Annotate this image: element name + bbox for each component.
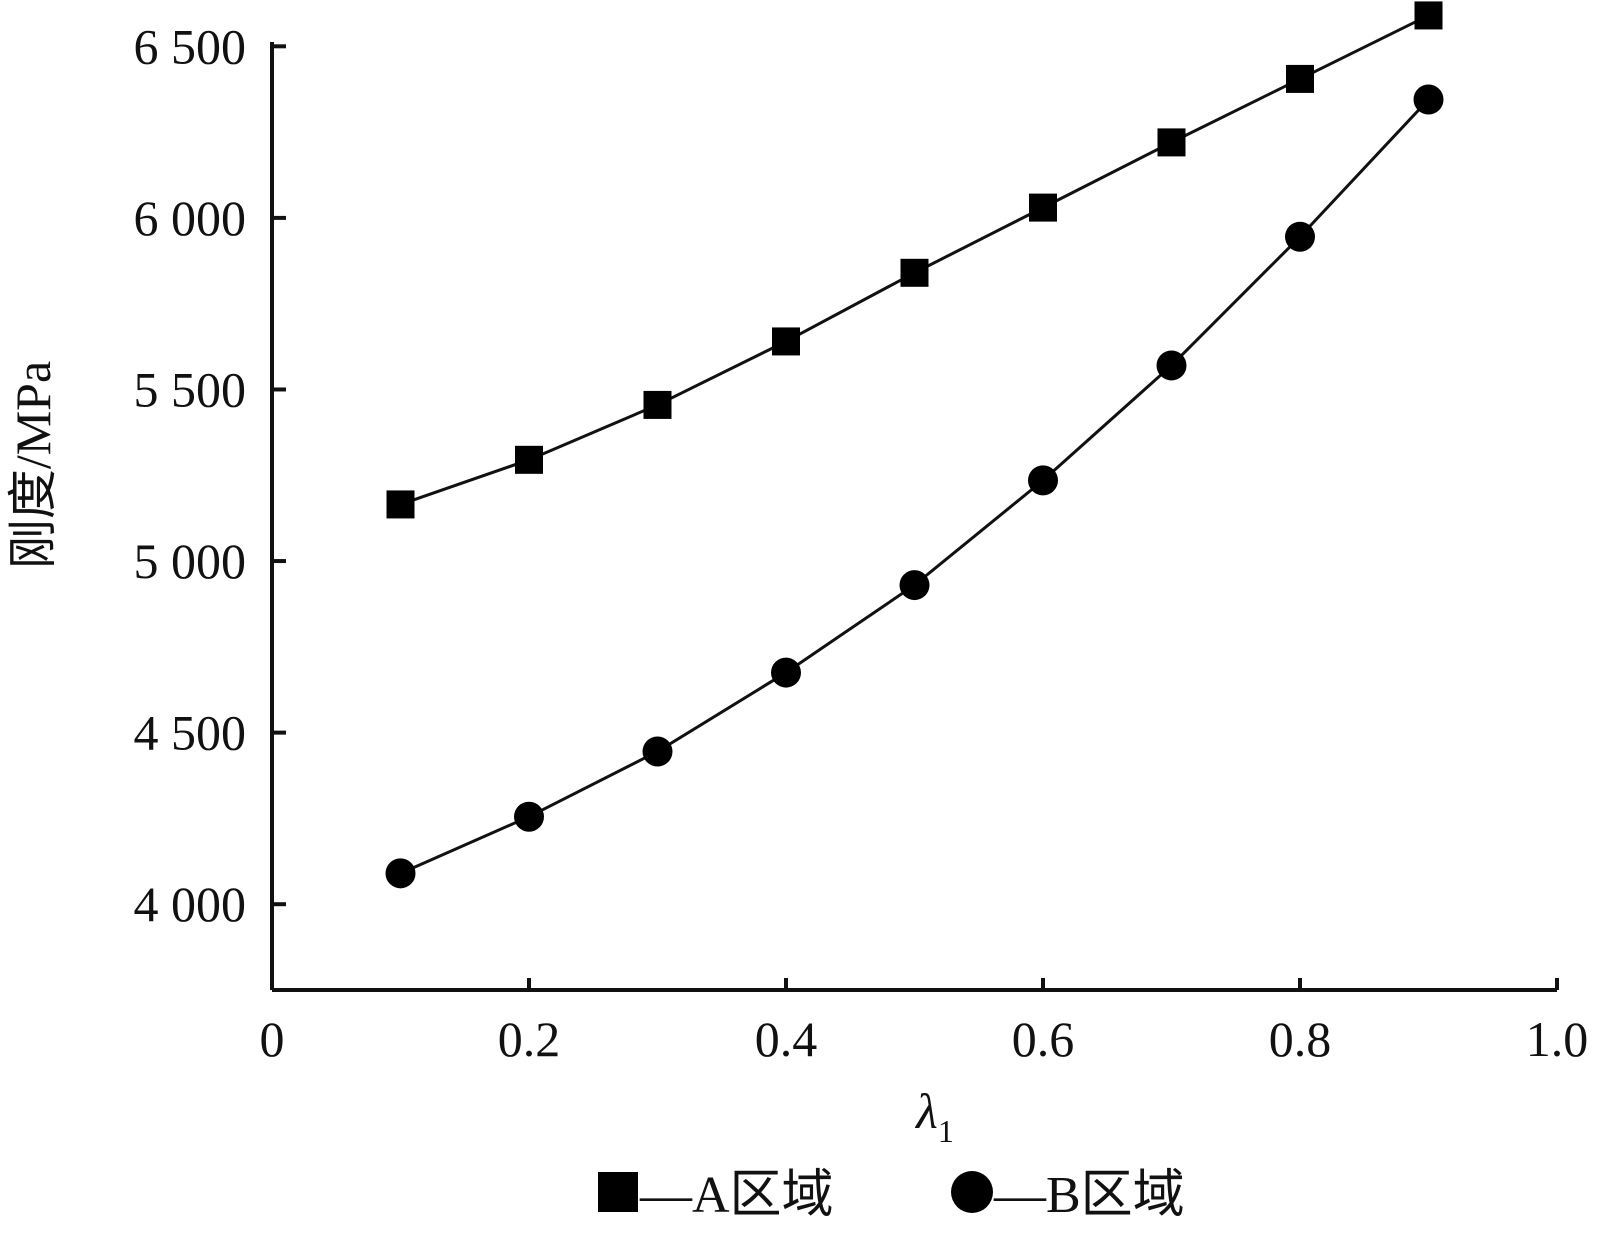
x-axis-label: λ1	[914, 1083, 954, 1149]
data-point-circle	[1413, 84, 1444, 115]
data-point-circle	[385, 858, 416, 889]
data-point-square	[643, 390, 672, 419]
data-point-square	[900, 258, 929, 287]
x-axis-label-main: λ	[914, 1083, 938, 1139]
data-point-circle	[1156, 350, 1187, 381]
data-point-square	[1286, 64, 1314, 93]
series-layer	[385, 1, 1444, 889]
x-tick-label: 0.2	[498, 1011, 561, 1067]
legend-marker-circle	[951, 1171, 993, 1213]
legend-item-a: —A区域	[598, 1167, 834, 1224]
series-b	[385, 84, 1444, 889]
x-tick-label: 1.0	[1526, 1011, 1589, 1067]
data-point-circle	[771, 657, 801, 688]
y-tick-label: 4 500	[134, 705, 247, 761]
data-point-circle	[514, 801, 544, 832]
x-tick-label: 0.4	[755, 1011, 818, 1067]
y-tick-label: 4 000	[134, 876, 247, 932]
axes: 0 0.2 0.4 0.6 0.8 1.0 4 000 4 500 5 000 5 500 6 00…	[134, 18, 1589, 1067]
legend-marker-square	[598, 1172, 638, 1212]
data-point-circle	[899, 570, 930, 601]
legend-label: —A区域	[639, 1167, 834, 1224]
data-point-circle	[642, 736, 673, 767]
y-tick-label: 6 000	[134, 190, 247, 246]
legend-label: —B区域	[993, 1167, 1185, 1224]
data-point-square	[772, 327, 800, 356]
x-tick-label: 0.8	[1269, 1011, 1332, 1067]
y-tick-label: 5 000	[134, 533, 247, 589]
data-point-square	[1157, 128, 1186, 157]
data-point-circle	[1028, 465, 1058, 496]
y-tick-label: 6 500	[134, 18, 247, 74]
y-tick-label: 5 500	[134, 361, 247, 417]
data-point-circle	[1285, 221, 1315, 252]
data-point-square	[386, 490, 415, 519]
x-tick-label: 0.6	[1012, 1011, 1075, 1067]
series-a	[386, 1, 1443, 519]
y-axis-label: 刚度/MPa	[5, 361, 61, 569]
legend: —A区域 —B区域	[598, 1167, 1185, 1224]
x-axis-label-subscript: 1	[938, 1113, 954, 1149]
data-point-square	[1414, 1, 1443, 30]
x-tick-label: 0	[260, 1011, 285, 1067]
series-line	[399, 98, 1430, 875]
legend-item-b: —B区域	[951, 1167, 1185, 1224]
data-point-square	[515, 445, 543, 474]
data-point-square	[1029, 193, 1057, 222]
